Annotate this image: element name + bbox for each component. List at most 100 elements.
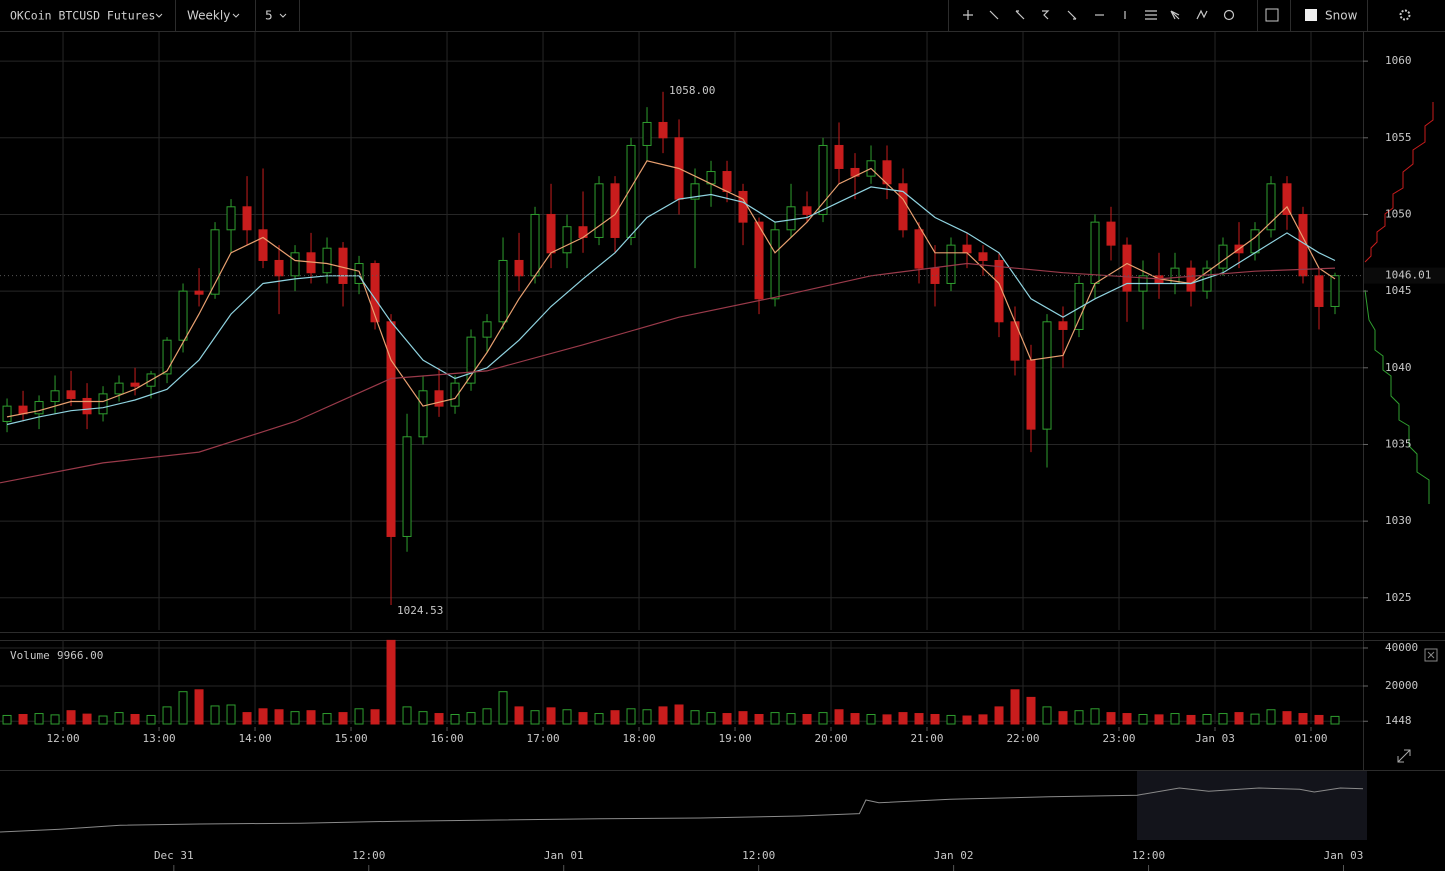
annotation: 1024.53 — [397, 604, 443, 617]
candle-body — [82, 397, 92, 415]
volume-bar — [194, 689, 204, 725]
volume-bar — [690, 710, 700, 725]
x-tick-label: Jan 03 — [1195, 732, 1235, 745]
candle-body — [834, 144, 844, 169]
circle-tool[interactable] — [1223, 9, 1235, 21]
y-tick-label: 1055 — [1385, 131, 1412, 144]
symbol-button[interactable]: OKCoin BTCUSD Futures — [10, 9, 163, 23]
volume-bar — [338, 712, 348, 725]
candle-body — [322, 247, 332, 274]
candle-body — [50, 390, 60, 403]
candle-body — [1026, 359, 1036, 430]
theme-toggle[interactable]: Snow — [1305, 9, 1358, 23]
candle-body — [722, 171, 732, 192]
candle-body — [34, 401, 44, 415]
y-tick-label: 1030 — [1385, 514, 1412, 527]
range-button[interactable]: Weekly — [187, 9, 240, 23]
plot-layer: 12:00 13:00 14:00 15:00 16:00 17:00 18:00 19:00… — [0, 32, 1445, 871]
volume-bar — [674, 704, 684, 725]
candle-body — [690, 183, 700, 200]
x-tick-label: 15:00 — [334, 732, 367, 745]
volume-bar — [562, 709, 572, 725]
volume-bar — [898, 712, 908, 725]
volume-bar — [1042, 706, 1052, 725]
wave-tool[interactable] — [1042, 10, 1050, 20]
candle-body — [626, 144, 636, 238]
candle-body — [258, 229, 268, 261]
candle-body — [498, 259, 508, 323]
indicators-button[interactable] — [1265, 8, 1279, 22]
pitchfork-tool[interactable] — [1196, 9, 1208, 20]
volume-bar — [1330, 715, 1340, 725]
volume-bar — [418, 711, 428, 725]
fan-tool[interactable] — [1170, 10, 1180, 20]
fib-tool[interactable] — [1145, 10, 1157, 20]
volume-bar — [1314, 714, 1324, 725]
y-tick-label: 1060 — [1385, 54, 1412, 67]
volume-bar — [914, 713, 924, 725]
volume-bar — [834, 709, 844, 725]
volume-bar — [50, 714, 60, 725]
toolbar: OKCoin BTCUSD Futures Weekly 5 — [0, 0, 1445, 32]
interval-button[interactable]: 5 — [265, 9, 287, 23]
y-tick-label: 1035 — [1385, 437, 1412, 450]
volume-bar — [162, 706, 172, 725]
candle-body — [1218, 244, 1228, 269]
x-tick-label: 22:00 — [1006, 732, 1039, 745]
volume-bar — [290, 711, 300, 725]
volume-bar — [658, 706, 668, 725]
crosshair-tool[interactable] — [963, 10, 973, 20]
candle-body — [114, 382, 124, 395]
volume-bar — [1250, 713, 1260, 725]
navigator-line — [0, 787, 1364, 833]
candle-body — [1058, 321, 1068, 330]
candle-body — [274, 259, 284, 277]
candle-body — [338, 247, 348, 284]
volume-bar — [1058, 711, 1068, 725]
x-tick-label: 20:00 — [814, 732, 847, 745]
volume-bar — [610, 710, 620, 725]
volume-bar — [514, 706, 524, 725]
x-tick-label: 01:00 — [1294, 732, 1327, 745]
volume-bar — [450, 713, 460, 725]
candle-body — [738, 190, 748, 223]
volume-bar — [498, 691, 508, 725]
ray-tool[interactable] — [1015, 10, 1025, 20]
y-tick-label: 20000 — [1385, 679, 1418, 692]
candle-body — [1314, 275, 1324, 307]
volume-bar — [770, 712, 780, 725]
candle-body — [642, 121, 652, 146]
candle-body — [370, 263, 380, 323]
volume-bar — [1234, 712, 1244, 725]
candle-body — [994, 259, 1004, 323]
volume-bar — [642, 709, 652, 725]
x-tick-label: 21:00 — [910, 732, 943, 745]
volume-bar — [226, 704, 236, 725]
volume-bar — [1282, 711, 1292, 725]
volume-bar — [1010, 689, 1020, 725]
close-pane-button[interactable] — [1424, 648, 1438, 662]
volume-bar — [1138, 713, 1148, 725]
volume-bar — [1122, 713, 1132, 725]
range-label: Weekly — [187, 9, 230, 23]
candle-body — [1042, 321, 1052, 430]
x-tick-label: 17:00 — [526, 732, 559, 745]
candle-body — [242, 206, 252, 231]
arrow-tool[interactable] — [1067, 10, 1077, 20]
x-tick-label: 23:00 — [1102, 732, 1135, 745]
annotation: 1058.00 — [669, 84, 715, 97]
volume-last: 9966.00 — [57, 649, 103, 662]
checkbox — [1305, 9, 1317, 21]
volume-bar — [626, 708, 636, 725]
navigator-window[interactable] — [1137, 771, 1367, 840]
y-tick-label: 1040 — [1385, 361, 1412, 374]
volume-bar — [1090, 708, 1100, 725]
candle-body — [978, 252, 988, 261]
settings-button[interactable] — [1399, 9, 1411, 21]
line-tool[interactable] — [989, 10, 999, 20]
expand-button[interactable] — [1397, 749, 1411, 763]
volume-bar — [466, 712, 476, 725]
volume-bar — [18, 713, 28, 725]
